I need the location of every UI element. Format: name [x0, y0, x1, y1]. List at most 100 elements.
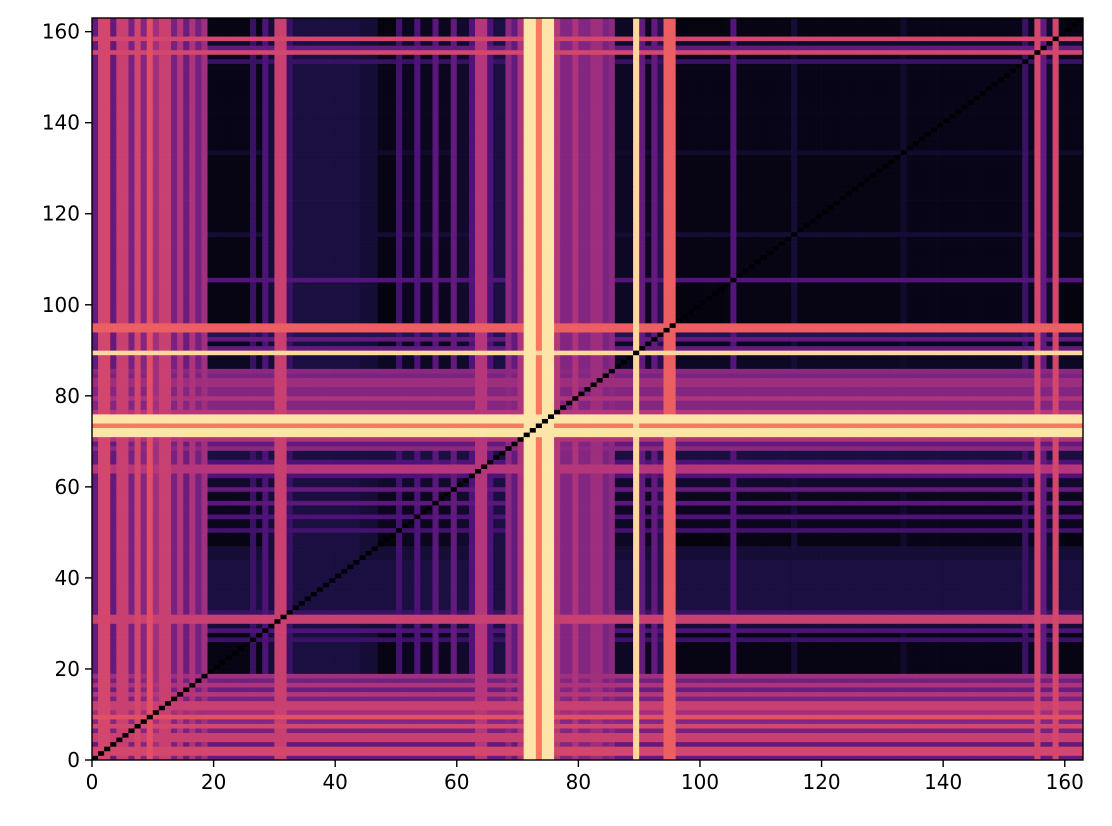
heatmap-cell	[913, 724, 919, 729]
heatmap-cell	[487, 733, 493, 738]
heatmap-cell	[779, 751, 785, 756]
heatmap-cell	[554, 719, 560, 724]
heatmap-cell	[481, 724, 487, 729]
heatmap-cell	[536, 742, 542, 747]
heatmap-cell	[797, 737, 803, 742]
heatmap-cell	[293, 737, 299, 742]
heatmap-cell	[505, 719, 511, 724]
heatmap-cell	[329, 746, 335, 751]
heatmap-cell	[122, 746, 128, 751]
heatmap-cell	[347, 724, 353, 729]
heatmap-cell	[785, 719, 791, 724]
heatmap-cell	[439, 746, 445, 751]
heatmap-cell	[895, 728, 901, 733]
heatmap-cell	[323, 719, 329, 724]
heatmap-cell	[785, 724, 791, 729]
heatmap-cell	[147, 724, 153, 729]
heatmap-cell	[876, 728, 882, 733]
heatmap-cell	[773, 737, 779, 742]
heatmap-cell	[992, 724, 998, 729]
heatmap-cell	[110, 719, 116, 724]
heatmap-cell	[505, 737, 511, 742]
heatmap-cell	[512, 724, 518, 729]
heatmap-cell	[907, 737, 913, 742]
heatmap-cell	[743, 733, 749, 738]
heatmap-cell	[974, 728, 980, 733]
heatmap-cell	[651, 751, 657, 756]
heatmap-cell	[402, 742, 408, 747]
heatmap-cell	[518, 728, 524, 733]
heatmap-cell	[888, 737, 894, 742]
heatmap-cell	[1040, 737, 1046, 742]
heatmap-cell	[165, 728, 171, 733]
heatmap-cell	[730, 737, 736, 742]
heatmap-cell	[864, 751, 870, 756]
heatmap-cell	[512, 751, 518, 756]
heatmap-cell	[998, 733, 1004, 738]
heatmap-cell	[657, 746, 663, 751]
heatmap-cell	[815, 737, 821, 742]
heatmap-cell	[110, 728, 116, 733]
heatmap-cell	[1010, 746, 1016, 751]
heatmap-cell	[141, 733, 147, 738]
heatmap-cell	[961, 724, 967, 729]
heatmap-cell	[426, 728, 432, 733]
heatmap-cell	[317, 733, 323, 738]
heatmap-cell	[335, 719, 341, 724]
heatmap-cell	[92, 746, 98, 751]
heatmap-cell	[287, 728, 293, 733]
heatmap-cell	[408, 714, 414, 719]
heatmap-cell	[177, 737, 183, 742]
heatmap-cell	[341, 714, 347, 719]
heatmap-cell	[378, 728, 384, 733]
heatmap-cell	[220, 737, 226, 742]
heatmap-cell	[536, 719, 542, 724]
heatmap-cell	[287, 737, 293, 742]
heatmap-cell	[530, 751, 536, 756]
heatmap-cell	[128, 714, 134, 719]
heatmap-cell	[335, 751, 341, 756]
heatmap-cell	[1010, 737, 1016, 742]
heatmap-cell	[907, 724, 913, 729]
heatmap-cell	[718, 728, 724, 733]
heatmap-cell	[992, 746, 998, 751]
heatmap-cell	[1053, 746, 1059, 751]
heatmap-cell	[943, 742, 949, 747]
heatmap-cell	[463, 714, 469, 719]
heatmap-cell	[347, 714, 353, 719]
heatmap-cell	[1034, 728, 1040, 733]
heatmap-cell	[329, 728, 335, 733]
heatmap-cell	[378, 724, 384, 729]
heatmap-cell	[305, 714, 311, 719]
heatmap-cell	[183, 733, 189, 738]
heatmap-cell	[615, 724, 621, 729]
heatmap-cell	[955, 742, 961, 747]
heatmap-cell	[664, 724, 670, 729]
heatmap-cell	[463, 737, 469, 742]
heatmap-cell	[779, 728, 785, 733]
heatmap-cell	[566, 751, 572, 756]
heatmap-cell	[840, 742, 846, 747]
heatmap-cell	[803, 728, 809, 733]
heatmap-cell	[682, 746, 688, 751]
heatmap-cell	[536, 724, 542, 729]
heatmap-cell	[670, 742, 676, 747]
heatmap-cell	[408, 746, 414, 751]
heatmap-cell	[499, 733, 505, 738]
heatmap-cell	[353, 719, 359, 724]
heatmap-cell	[353, 733, 359, 738]
heatmap-cell	[980, 719, 986, 724]
heatmap-cell	[1004, 751, 1010, 756]
heatmap-cell	[147, 742, 153, 747]
heatmap-cell	[426, 746, 432, 751]
heatmap-cell	[767, 728, 773, 733]
heatmap-cell	[925, 733, 931, 738]
heatmap-cell	[888, 724, 894, 729]
heatmap-cell	[110, 733, 116, 738]
heatmap-cell	[791, 742, 797, 747]
heatmap-cell	[317, 714, 323, 719]
heatmap-cell	[694, 746, 700, 751]
heatmap-cell	[135, 742, 141, 747]
heatmap-cell	[147, 714, 153, 719]
heatmap-cell	[846, 728, 852, 733]
